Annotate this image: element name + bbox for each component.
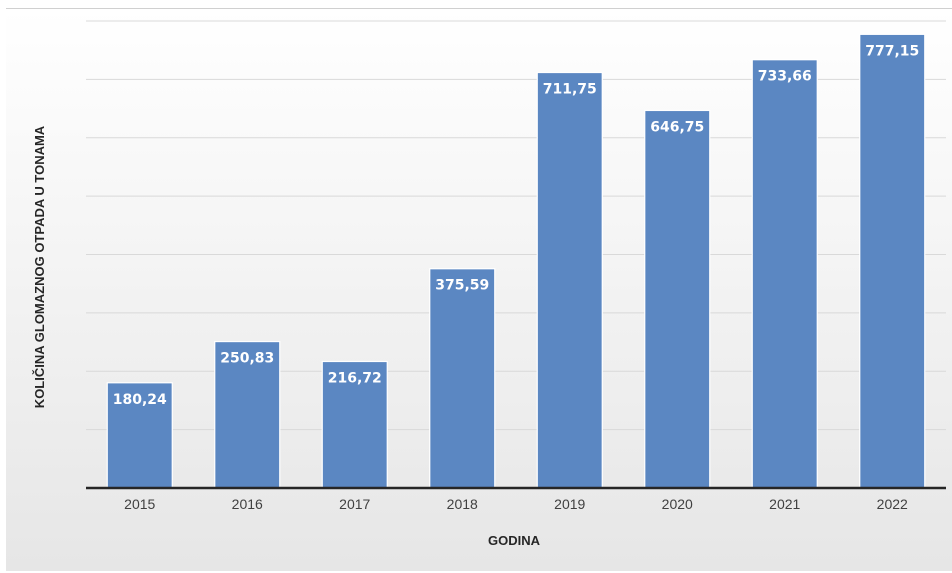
x-tick-2017: 2017: [339, 496, 370, 512]
x-tick-2016: 2016: [232, 496, 263, 512]
bar-2015: [106, 382, 173, 489]
x-tick-2015: 2015: [124, 496, 155, 512]
data-label-2020: 646,75: [650, 119, 704, 135]
x-tick-2019: 2019: [554, 496, 585, 512]
bar-2018: [429, 268, 496, 489]
x-tick-labels: 2015 2016 2017 2018 2019 2020 2021 2022: [124, 496, 908, 512]
data-label-2021: 733,66: [758, 69, 812, 85]
data-labels: 180,24 250,83 216,72 375,59 711,75 646,75 733,…: [113, 43, 920, 407]
y-axis-label: KOLIČINA GLOMAZNOG OTPADA U TONAMA: [32, 125, 47, 408]
x-tick-2022: 2022: [877, 496, 908, 512]
x-axis-label: GODINA: [488, 533, 541, 548]
bar-2019: [536, 71, 603, 489]
bar-2017: [321, 360, 388, 489]
data-label-2016: 250,83: [220, 351, 274, 367]
bar-2022: [859, 33, 926, 489]
bar-2021: [751, 59, 818, 489]
bars: [106, 33, 926, 489]
data-label-2018: 375,59: [435, 278, 489, 294]
data-label-2017: 216,72: [328, 370, 382, 386]
bar-2016: [214, 340, 281, 489]
bar-2020: [644, 109, 711, 489]
data-label-2022: 777,15: [865, 43, 919, 59]
x-tick-2020: 2020: [662, 496, 693, 512]
x-tick-2018: 2018: [447, 496, 478, 512]
x-tick-2021: 2021: [769, 496, 800, 512]
data-label-2019: 711,75: [543, 82, 597, 98]
data-label-2015: 180,24: [113, 392, 167, 408]
